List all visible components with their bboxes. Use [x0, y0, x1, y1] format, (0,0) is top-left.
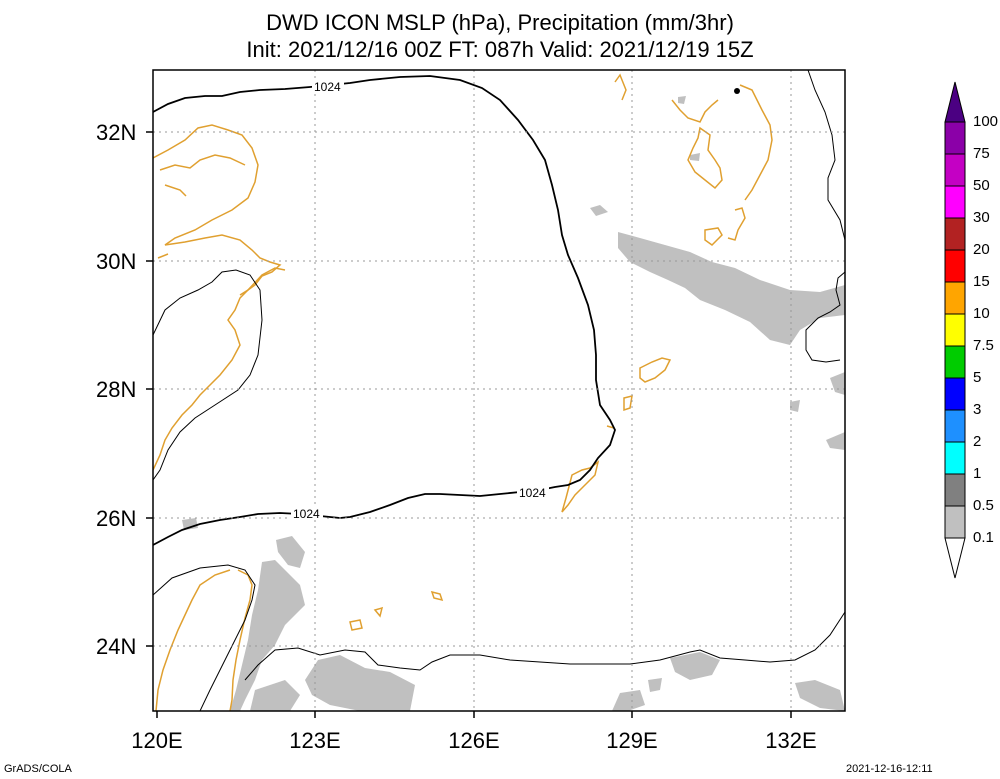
map-subtitle: Init: 2021/12/16 00Z FT: 087h Valid: 202… — [246, 37, 754, 62]
footer-credit: GrADS/COLA — [4, 763, 72, 775]
lon-label: 120E — [131, 728, 183, 753]
precip-area — [182, 518, 198, 530]
precip-area — [795, 680, 845, 711]
colorbar-label: 75 — [973, 145, 990, 162]
precip-area — [612, 690, 645, 711]
colorbar-swatch — [944, 441, 966, 475]
isobar-line — [153, 269, 263, 481]
contour-label: 1024 — [314, 80, 341, 94]
coastline-islands — [349, 207, 746, 631]
colorbar-swatch — [944, 505, 966, 539]
lon-label: 123E — [289, 728, 341, 753]
precip-area — [305, 655, 415, 711]
graticule — [153, 70, 845, 711]
colorbar-swatch — [944, 409, 966, 443]
coastline-china — [153, 124, 282, 471]
isobars-thin — [153, 70, 845, 711]
map-title: DWD ICON MSLP (hPa), Precipitation (mm/3… — [266, 10, 734, 35]
colorbar-swatch — [944, 345, 966, 379]
coastlines — [153, 73, 773, 711]
contour-label: 1024 — [293, 507, 320, 521]
colorbar-swatch — [944, 153, 966, 187]
isobar-line — [153, 564, 256, 711]
colorbar-label: 3 — [973, 401, 982, 418]
lat-label: 24N — [96, 634, 137, 659]
lat-label: 26N — [96, 506, 137, 531]
coastline-kyushu — [614, 73, 723, 190]
lat-label: 28N — [96, 377, 137, 402]
colorbar-arrow-bottom — [944, 537, 966, 579]
colorbar-label: 10 — [973, 305, 990, 322]
lon-label: 129E — [606, 728, 658, 753]
precip-area — [590, 205, 608, 216]
colorbar-label: 2 — [973, 433, 982, 450]
precip-area — [250, 680, 300, 711]
colorbar-swatch — [944, 217, 966, 251]
colorbar-label: 20 — [973, 241, 990, 258]
precip-area — [648, 678, 662, 692]
footer-timestamp: 2021-12-16-12:11 — [846, 763, 933, 775]
isobar-line — [244, 611, 845, 681]
precip-area — [790, 400, 800, 412]
coastline-shikoku — [739, 84, 773, 201]
lon-label: 126E — [448, 728, 500, 753]
lat-label: 32N — [96, 120, 137, 145]
colorbar-swatch — [944, 281, 966, 315]
colorbar-swatch — [944, 473, 966, 507]
colorbar-swatch — [944, 377, 966, 411]
precip-area — [276, 536, 305, 568]
colorbar-swatch — [944, 313, 966, 347]
precip-area — [690, 153, 700, 161]
precip-area — [618, 232, 845, 345]
precip-area — [670, 652, 720, 680]
isobar-line — [807, 70, 845, 241]
colorbar-label: 7.5 — [973, 337, 994, 354]
colorbar-label: 5 — [973, 369, 982, 386]
colorbar-swatch — [944, 121, 966, 155]
isobar-1024 — [153, 75, 616, 546]
precip-area — [678, 96, 686, 104]
lon-label: 132E — [765, 728, 817, 753]
lat-label: 30N — [96, 249, 137, 274]
precip-area — [826, 432, 845, 450]
colorbar — [944, 81, 966, 579]
coastline-china-inner — [157, 154, 286, 296]
coastline-taiwan-west — [155, 569, 231, 711]
colorbar-label: 15 — [973, 273, 990, 290]
colorbar-arrow-top — [944, 81, 966, 123]
colorbar-label: 1 — [973, 465, 982, 482]
colorbar-swatch — [944, 185, 966, 219]
precip-areas — [182, 96, 845, 711]
colorbar-label: 30 — [973, 209, 990, 226]
coastline-taiwan — [229, 569, 253, 711]
contour-label: 1024 — [519, 486, 546, 500]
colorbar-label: 0.5 — [973, 497, 994, 514]
isobar-line — [805, 271, 845, 363]
contour-labels: 1024 1024 1024 — [291, 79, 549, 521]
island-marker — [734, 88, 740, 94]
colorbar-label: 0.1 — [973, 529, 994, 546]
precip-area — [830, 372, 845, 395]
axis-ticks — [146, 131, 792, 718]
map-frame — [152, 69, 846, 712]
colorbar-swatch — [944, 249, 966, 283]
precip-area — [230, 560, 305, 711]
colorbar-label: 100 — [973, 113, 999, 130]
colorbar-label: 50 — [973, 177, 990, 194]
